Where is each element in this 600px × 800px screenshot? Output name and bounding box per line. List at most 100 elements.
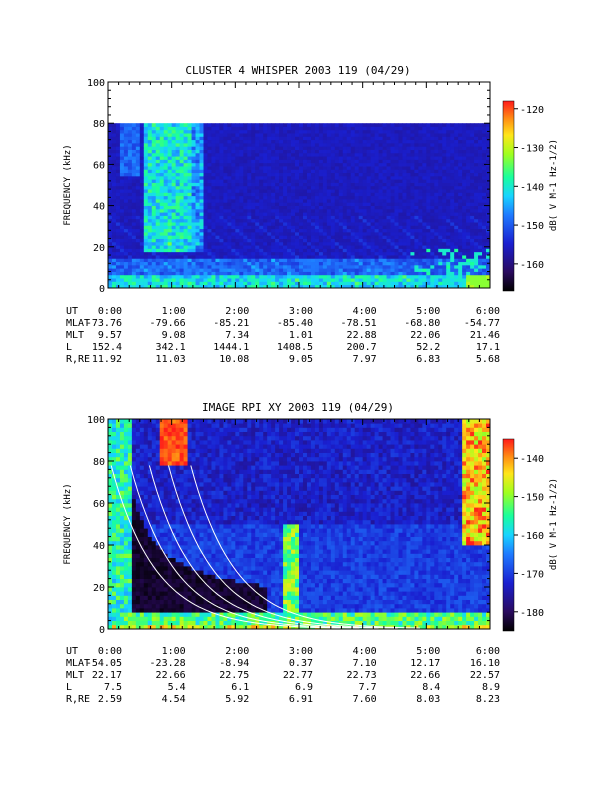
spectrogram-cell bbox=[207, 133, 212, 137]
spectrogram-cell bbox=[406, 222, 411, 226]
spectrogram-cell bbox=[350, 205, 356, 210]
spectrogram-cell bbox=[191, 192, 196, 197]
spectrogram-cell bbox=[139, 139, 145, 144]
spectrogram-cell bbox=[422, 169, 427, 174]
spectrogram-cell bbox=[390, 281, 395, 286]
spectrogram-cell bbox=[394, 225, 399, 230]
spectrogram-cell bbox=[458, 231, 463, 236]
spectrogram-cell bbox=[366, 146, 372, 150]
spectrogram-cell bbox=[195, 189, 200, 193]
spectrogram-cell bbox=[147, 238, 153, 243]
spectrogram-cell bbox=[438, 215, 443, 220]
spectrogram-cell bbox=[454, 159, 459, 164]
spectrogram-cell bbox=[394, 202, 399, 206]
spectrogram-cell bbox=[342, 284, 348, 289]
spectrogram-cell bbox=[131, 139, 137, 144]
spectrogram-cell bbox=[295, 159, 300, 164]
spectrogram-cell bbox=[474, 274, 479, 279]
spectrogram-cell bbox=[227, 205, 232, 210]
spectrogram-cell bbox=[426, 192, 431, 197]
spectrogram-cell bbox=[334, 156, 340, 160]
spectrogram-cell bbox=[402, 281, 407, 286]
spectrogram-cell bbox=[302, 123, 308, 127]
spectrogram-cell bbox=[191, 245, 196, 249]
spectrogram-cell bbox=[147, 192, 153, 197]
spectrogram-cell bbox=[131, 278, 137, 282]
spectrogram-cell bbox=[438, 238, 443, 243]
spectrogram-cell bbox=[342, 268, 348, 272]
spectrogram-cell bbox=[207, 281, 212, 286]
spectrogram-cell bbox=[263, 185, 268, 190]
spectrogram-cell bbox=[195, 205, 200, 210]
spectrogram-cell bbox=[418, 202, 423, 206]
spectrogram-cell bbox=[314, 152, 320, 157]
spectrogram-cell bbox=[271, 228, 276, 233]
spectrogram-cell bbox=[370, 208, 376, 213]
spectrogram-cell bbox=[458, 162, 463, 167]
spectrogram-cell bbox=[470, 225, 475, 230]
spectrogram-cell bbox=[251, 208, 256, 213]
spectrogram-cell bbox=[394, 172, 399, 177]
spectrogram-cell bbox=[426, 241, 431, 246]
spectrogram-cell bbox=[410, 238, 415, 243]
chart-title: CLUSTER 4 WHISPER 2003 119 (04/29) bbox=[185, 64, 410, 77]
spectrogram-cell bbox=[111, 212, 117, 216]
spectrogram-cell bbox=[291, 205, 296, 210]
spectrogram-cell bbox=[390, 139, 395, 144]
spectrogram-cell bbox=[314, 218, 320, 223]
spectrogram-cell bbox=[462, 123, 467, 127]
spectrogram-cell bbox=[394, 159, 399, 164]
spectrogram-cell bbox=[227, 218, 232, 223]
spectrogram-cell bbox=[318, 182, 324, 187]
spectrogram-cell bbox=[115, 139, 121, 144]
spectrogram-cell bbox=[239, 212, 244, 216]
spectrogram-cell bbox=[338, 162, 344, 167]
spectrogram-cell bbox=[378, 215, 383, 220]
spectrogram-cell bbox=[398, 192, 403, 197]
spectrogram-cell bbox=[362, 284, 368, 289]
spectrogram-cell bbox=[394, 169, 399, 174]
spectrogram-cell bbox=[195, 172, 200, 177]
spectrogram-cell bbox=[482, 123, 487, 127]
spectrogram-cell bbox=[191, 278, 196, 282]
spectrogram-cell bbox=[163, 199, 169, 203]
spectrogram-cell bbox=[171, 123, 177, 127]
spectrogram-cell bbox=[211, 218, 216, 223]
spectrogram-cell bbox=[434, 156, 439, 160]
spectrogram-cell bbox=[338, 175, 344, 180]
spectrogram-cell bbox=[155, 169, 161, 174]
spectrogram-cell bbox=[263, 156, 268, 160]
spectrogram-cell bbox=[450, 175, 455, 180]
spectrogram-cell bbox=[299, 271, 304, 276]
spectrogram-cell bbox=[486, 268, 491, 272]
spectrogram-cell bbox=[135, 195, 141, 200]
spectrogram-cell bbox=[295, 271, 300, 276]
spectrogram-cell bbox=[318, 261, 324, 266]
spectrogram-cell bbox=[251, 189, 256, 193]
spectrogram-cell bbox=[342, 255, 348, 259]
spectrogram-cell bbox=[482, 195, 487, 200]
spectrogram-cell bbox=[322, 136, 328, 141]
colorbar-tick-label: -150 bbox=[520, 221, 544, 232]
spectrogram-cell bbox=[235, 251, 240, 256]
spectrogram-cell bbox=[346, 149, 352, 154]
spectrogram-cell bbox=[358, 248, 364, 253]
spectrogram-cell bbox=[354, 123, 360, 127]
spectrogram-cell bbox=[330, 162, 336, 167]
spectrogram-cell bbox=[414, 152, 419, 157]
spectrogram-cell bbox=[131, 126, 137, 131]
spectrogram-cell bbox=[111, 199, 117, 203]
spectrogram-cell bbox=[358, 208, 364, 213]
spectrogram-cell bbox=[231, 146, 236, 150]
spectrogram-cell bbox=[466, 146, 471, 150]
spectrogram-cell bbox=[410, 175, 415, 180]
spectrogram-cell bbox=[215, 271, 220, 276]
spectrogram-cell bbox=[362, 172, 368, 177]
spectrogram-cell bbox=[203, 225, 208, 230]
spectrogram-cell bbox=[446, 205, 451, 210]
spectrogram-cell bbox=[251, 261, 256, 266]
spectrogram-cell bbox=[482, 228, 487, 233]
spectrogram-cell bbox=[402, 175, 407, 180]
spectrogram-cell bbox=[215, 123, 220, 127]
spectrogram-cell bbox=[283, 199, 288, 203]
